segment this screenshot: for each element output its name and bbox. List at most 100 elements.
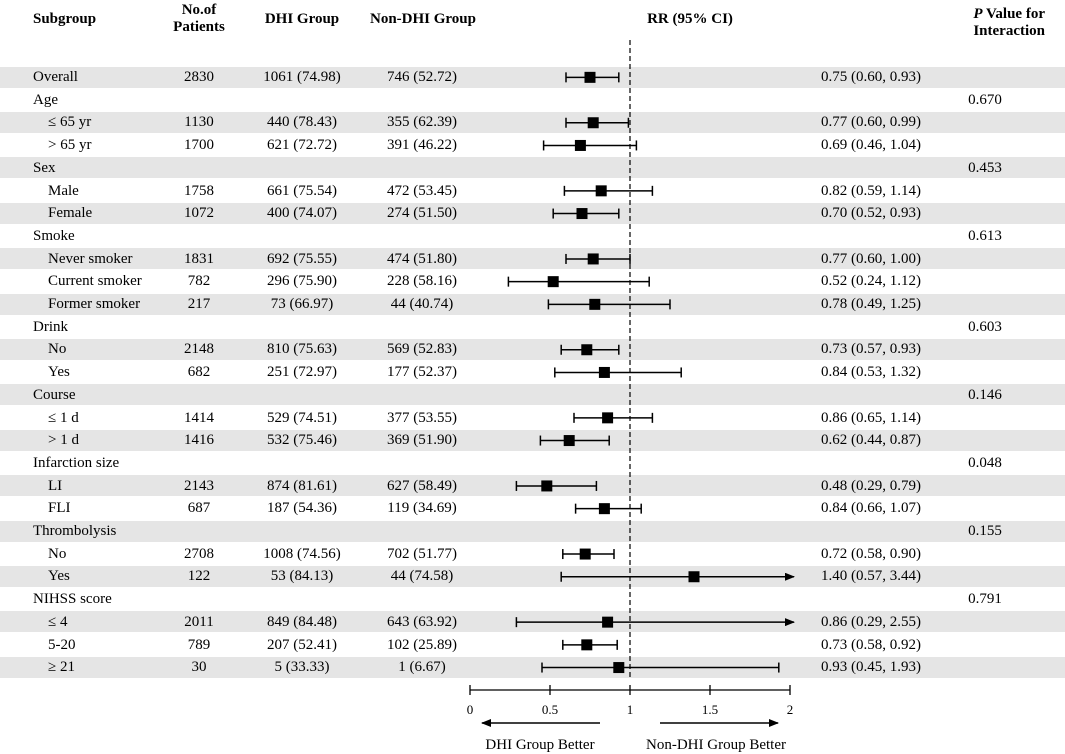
row-non-dhi-group: 228 (58.16) [387, 273, 457, 290]
table-row: Age 0.670 [0, 89, 1065, 111]
row-non-dhi-group: 355 (62.39) [387, 114, 457, 131]
table-row: Smoke 0.613 [0, 225, 1065, 247]
row-patients: 2830 [184, 69, 214, 85]
row-rr-ci: 0.48 (0.29, 0.79) [821, 477, 921, 494]
row-patients: 1831 [184, 250, 214, 267]
header-rr-ci: RR (95% CI) [647, 11, 733, 27]
row-stripe [0, 248, 1065, 270]
table-row: Drink 0.603 [0, 316, 1065, 338]
row-patients: 1072 [184, 205, 214, 222]
row-patients: 782 [187, 273, 211, 290]
row-label: Female [48, 205, 93, 222]
row-patients: 1416 [184, 432, 214, 449]
table-row: Yes 122 53 (84.13) 44 (74.58) 1.40 (0.57, 3.… [0, 565, 1065, 587]
row-label: LI [48, 477, 63, 494]
row-dhi-group: 400 (74.07) [267, 205, 337, 222]
row-rr-ci: 0.72 (0.58, 0.90) [821, 545, 921, 562]
table-row: > 65 yr 1700 621 (72.72) 391 (46.22) 0.69 (0… [0, 134, 1065, 156]
row-rr-ci: 0.77 (0.60, 1.00) [821, 250, 921, 267]
row-label: Male [48, 182, 79, 199]
table-row: 5-20 789 207 (52.41) 102 (25.89) 0.73 (0.58,… [0, 634, 1065, 656]
row-non-dhi-group: 627 (58.49) [387, 477, 457, 494]
row-stripe [0, 157, 1065, 179]
point-estimate-square [579, 548, 591, 560]
point-estimate-square [581, 639, 593, 651]
row-rr-ci: 0.82 (0.59, 1.14) [821, 182, 921, 199]
point-estimate-square [587, 253, 599, 265]
table-row: Female 1072 400 (74.07) 274 (51.50) 0.70 (0.… [0, 202, 1065, 224]
table-row: Sex 0.453 [0, 157, 1065, 179]
table-row: Never smoker 1831 692 (75.55) 474 (51.80) 0.… [0, 248, 1065, 270]
row-label: No [48, 545, 67, 562]
table-row: Former smoker 217 73 (66.97) 44 (40.74) 0.78… [0, 293, 1065, 315]
row-stripe [0, 429, 1065, 451]
row-label: ≤ 4 [48, 613, 68, 630]
row-p-interaction: 0.670 [968, 91, 1002, 108]
row-dhi-group: 187 (54.36) [267, 500, 337, 517]
header-subgroup: Subgroup [33, 11, 97, 27]
row-non-dhi-group: 44 (74.58) [390, 568, 454, 585]
row-label: Sex [33, 159, 56, 176]
row-rr-ci: 0.62 (0.44, 0.87) [821, 432, 921, 449]
point-estimate-square [598, 503, 610, 515]
table-row: Male 1758 661 (75.54) 472 (53.45) 0.82 (0.59… [0, 180, 1065, 202]
table-row: LI 2143 874 (81.61) 627 (58.49) 0.48 (0.29, … [0, 475, 1065, 497]
table-row: Overall 2830 1061 (74.98) 746 (52.72) 0.75 (… [0, 66, 1065, 88]
row-p-interaction: 0.155 [968, 523, 1002, 539]
row-dhi-group: 5 (33.33) [274, 659, 330, 676]
row-dhi-group: 207 (52.41) [267, 636, 337, 653]
row-p-interaction: 0.603 [968, 318, 1002, 335]
row-label: > 65 yr [48, 137, 92, 154]
row-p-interaction: 0.146 [968, 386, 1002, 403]
row-label: NIHSS score [33, 591, 112, 608]
row-rr-ci: 0.78 (0.49, 1.25) [821, 296, 921, 312]
header-dhi-group: DHI Group [264, 11, 340, 27]
row-dhi-group: 251 (72.97) [267, 364, 337, 381]
row-rr-ci: 0.93 (0.45, 1.93) [821, 659, 921, 676]
row-patients: 30 [191, 659, 207, 676]
row-non-dhi-group: 746 (52.72) [387, 69, 457, 85]
point-estimate-square [598, 366, 610, 378]
row-label: Former smoker [48, 296, 141, 312]
header-p-value: P Value for Interaction [930, 6, 1045, 40]
header-patients-line2: Patients [173, 19, 225, 35]
point-estimate-square [589, 298, 601, 310]
point-estimate-square [584, 71, 596, 83]
header-p-italic: P [973, 6, 983, 22]
row-dhi-group: 296 (75.90) [267, 273, 337, 290]
x-tick-label: 1.5 [702, 702, 718, 717]
row-label: Age [33, 91, 58, 108]
table-row: ≤ 65 yr 1130 440 (78.43) 355 (62.39) 0.77 (0… [0, 111, 1065, 133]
row-dhi-group: 1008 (74.56) [263, 545, 341, 562]
point-estimate-square [595, 185, 607, 197]
point-estimate-square [602, 616, 614, 628]
row-rr-ci: 0.86 (0.65, 1.14) [821, 409, 921, 426]
row-label: ≥ 21 [48, 659, 75, 676]
row-patients: 122 [187, 568, 211, 585]
row-patients: 217 [187, 296, 211, 312]
row-non-dhi-group: 102 (25.89) [387, 636, 457, 653]
row-patients: 789 [187, 636, 211, 653]
header-patients-line1: No.of [181, 2, 217, 18]
row-non-dhi-group: 643 (63.92) [387, 613, 457, 630]
row-stripe [0, 565, 1065, 587]
row-stripe [0, 202, 1065, 224]
row-label: ≤ 1 d [48, 409, 79, 426]
row-dhi-group: 529 (74.51) [267, 409, 337, 426]
row-dhi-group: 849 (84.48) [267, 613, 337, 630]
row-patients: 1130 [184, 114, 214, 131]
row-dhi-group: 810 (75.63) [267, 341, 337, 358]
row-patients: 2143 [184, 477, 214, 494]
row-rr-ci: 0.84 (0.66, 1.07) [821, 500, 921, 517]
header-p-line1: P Value for [930, 6, 1045, 23]
row-dhi-group: 1061 (74.98) [263, 69, 341, 85]
non-dhi-better-label: Non-DHI Group Better [646, 737, 786, 753]
point-estimate-square [576, 208, 588, 220]
x-tick-label: 0.5 [542, 702, 558, 717]
row-dhi-group: 53 (84.13) [270, 568, 334, 585]
row-label: Yes [48, 568, 70, 585]
point-estimate-square [613, 662, 625, 674]
row-label: Current smoker [48, 273, 142, 290]
row-non-dhi-group: 474 (51.80) [387, 250, 457, 267]
